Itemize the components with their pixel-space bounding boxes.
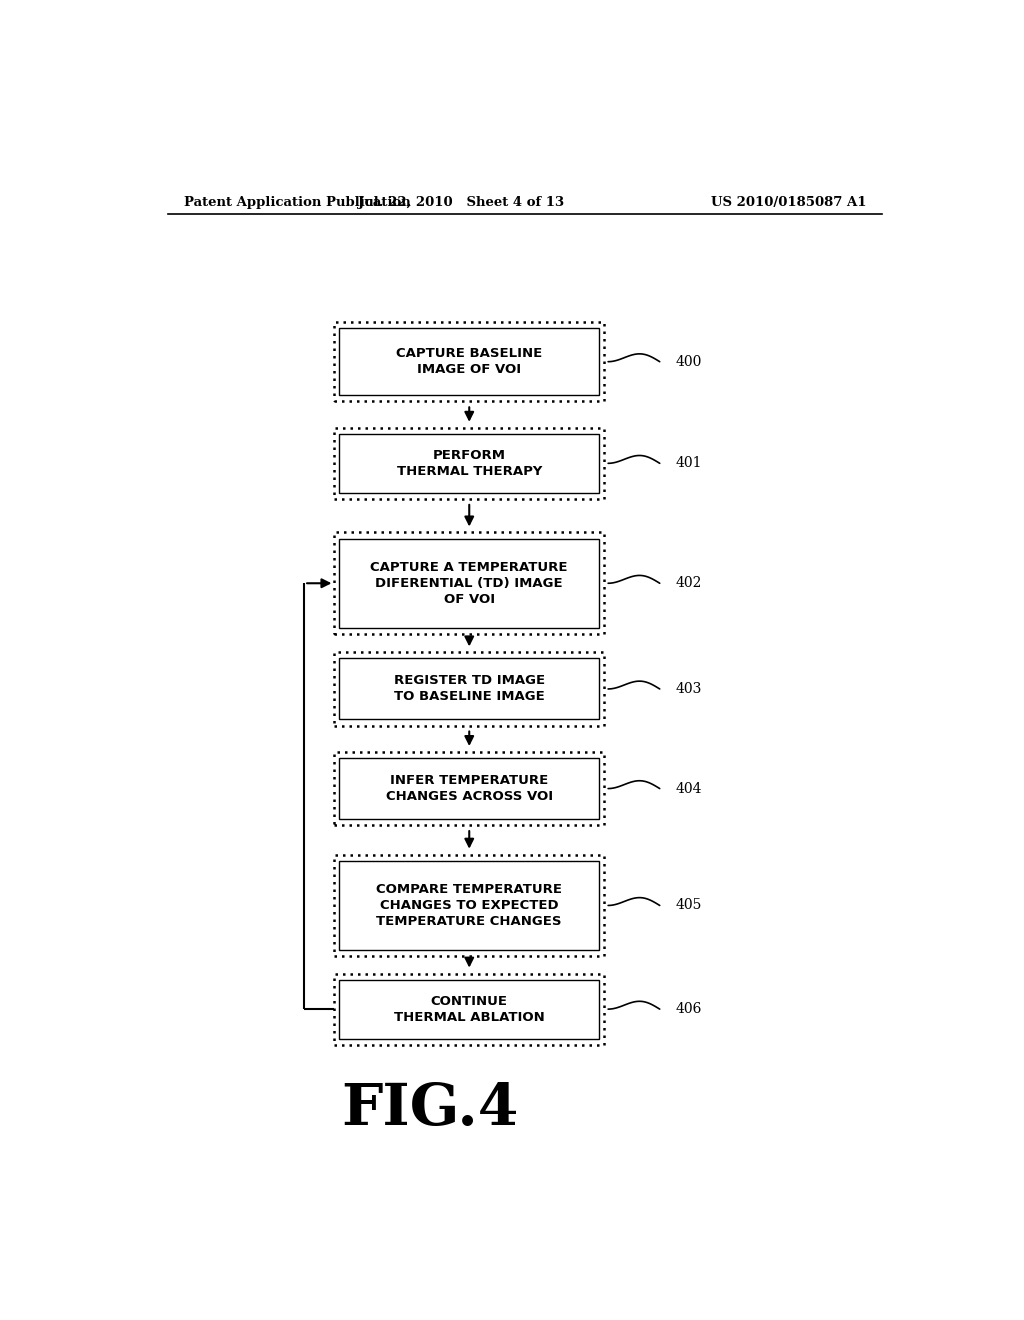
Bar [339,329,599,395]
Bar [334,428,604,499]
Bar [334,974,604,1044]
Bar [334,652,604,726]
Bar [339,758,599,818]
Text: 403: 403 [676,682,702,696]
Bar [339,659,599,719]
Text: CAPTURE A TEMPERATURE
DIFERENTIAL (TD) IMAGE
OF VOI: CAPTURE A TEMPERATURE DIFERENTIAL (TD) I… [371,561,568,606]
Text: Jul. 22, 2010   Sheet 4 of 13: Jul. 22, 2010 Sheet 4 of 13 [358,195,564,209]
Text: REGISTER TD IMAGE
TO BASELINE IMAGE: REGISTER TD IMAGE TO BASELINE IMAGE [393,675,545,704]
Text: Patent Application Publication: Patent Application Publication [183,195,411,209]
Text: 402: 402 [676,577,702,590]
Bar [334,322,604,401]
Bar [339,539,599,628]
Text: INFER TEMPERATURE
CHANGES ACROSS VOI: INFER TEMPERATURE CHANGES ACROSS VOI [386,774,553,803]
Text: FIG.4: FIG.4 [341,1081,518,1137]
Text: 405: 405 [676,899,702,912]
Text: COMPARE TEMPERATURE
CHANGES TO EXPECTED
TEMPERATURE CHANGES: COMPARE TEMPERATURE CHANGES TO EXPECTED … [376,883,562,928]
Text: 400: 400 [676,355,702,368]
Text: US 2010/0185087 A1: US 2010/0185087 A1 [711,195,866,209]
Text: 404: 404 [676,781,702,796]
Text: CONTINUE
THERMAL ABLATION: CONTINUE THERMAL ABLATION [394,995,545,1023]
Bar [334,532,604,634]
Bar [339,861,599,950]
Bar [334,854,604,956]
Text: PERFORM
THERMAL THERAPY: PERFORM THERMAL THERAPY [396,449,542,478]
Text: 401: 401 [676,457,702,470]
Text: CAPTURE BASELINE
IMAGE OF VOI: CAPTURE BASELINE IMAGE OF VOI [396,347,543,376]
Text: 406: 406 [676,1002,702,1016]
Bar [334,752,604,825]
Bar [339,434,599,492]
Bar [339,979,599,1039]
